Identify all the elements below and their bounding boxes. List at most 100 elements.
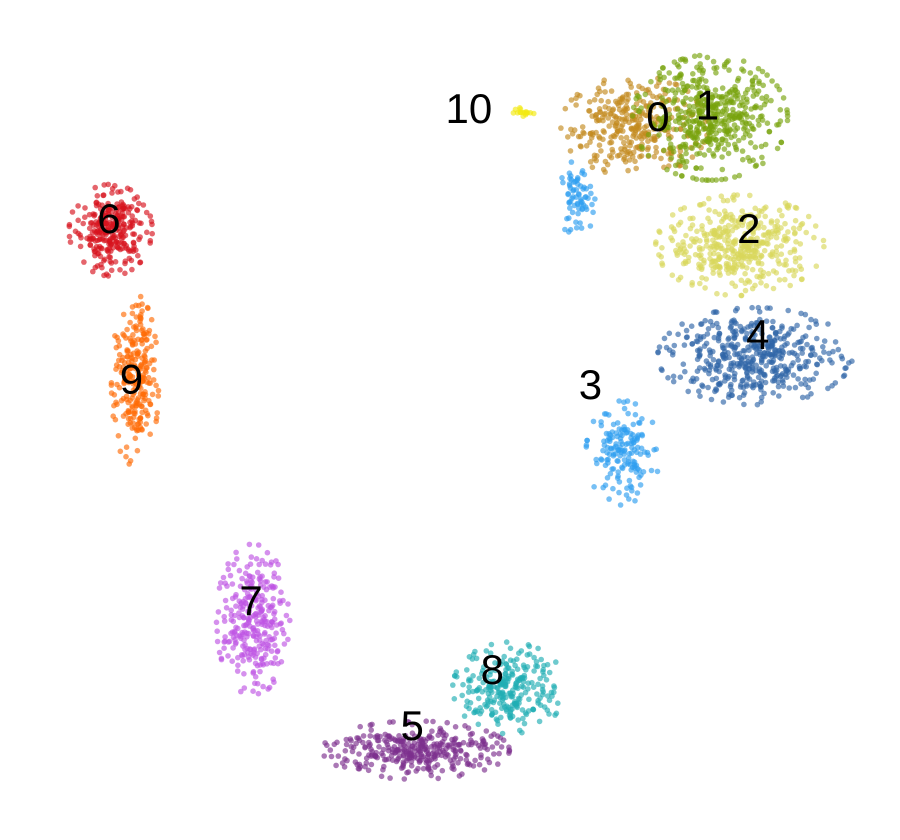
cluster-3-point	[627, 483, 634, 489]
cluster-7-point	[223, 605, 230, 611]
cluster-5-point	[478, 752, 484, 758]
cluster-7-point	[257, 668, 263, 675]
cluster-0-point	[593, 129, 599, 136]
cluster-6-point	[112, 259, 119, 265]
cluster-9-point	[127, 420, 134, 426]
cluster-7-point	[258, 646, 264, 653]
cluster-7-point	[255, 542, 262, 548]
cluster-label-7: 7	[239, 577, 262, 624]
cluster-0-point	[628, 139, 635, 145]
cluster-7-point	[229, 581, 236, 587]
cluster-9-point	[133, 327, 140, 334]
cluster-9-point	[127, 319, 133, 326]
cluster-4-point	[697, 393, 703, 400]
cluster-6-point	[86, 211, 93, 218]
cluster-2-point	[770, 268, 777, 274]
cluster-1-point	[672, 118, 679, 124]
cluster-4-point	[762, 353, 768, 360]
cluster-0-point	[632, 158, 638, 165]
cluster-5-point	[327, 747, 334, 753]
cluster-6-point	[90, 235, 96, 242]
cluster-5-point	[468, 737, 474, 743]
cluster-9-point	[113, 399, 119, 406]
cluster-3-point	[615, 458, 621, 465]
cluster-4-point	[679, 321, 685, 327]
cluster-8-point	[460, 681, 466, 688]
cluster-2-point	[805, 213, 812, 220]
cluster-2-point	[760, 232, 767, 238]
cluster-0-point	[602, 169, 608, 175]
cluster-3-point	[559, 175, 565, 181]
cluster-1-point	[645, 152, 652, 159]
cluster-2-point	[668, 235, 674, 241]
cluster-5-point	[378, 773, 385, 780]
cluster-6-point	[126, 248, 132, 254]
cluster-2-point	[761, 247, 768, 254]
cluster-5-point	[418, 751, 425, 758]
cluster-9-point	[144, 345, 150, 352]
cluster-4-point	[799, 394, 806, 401]
cluster-8-point	[534, 691, 540, 697]
cluster-2-point	[770, 285, 777, 292]
cluster-8-point	[546, 669, 553, 676]
cluster-0-point	[648, 114, 654, 120]
cluster-4-point	[734, 351, 740, 357]
cluster-7-point	[265, 686, 271, 692]
cluster-5-point	[428, 744, 435, 750]
cluster-7-point	[244, 645, 250, 652]
cluster-3-point	[587, 223, 594, 229]
cluster-9-point	[130, 350, 137, 357]
cluster-2-point	[743, 238, 749, 244]
cluster-0-point	[602, 158, 609, 165]
cluster-7-point	[229, 658, 235, 664]
cluster-2-point	[659, 245, 665, 251]
cluster-2-point	[773, 244, 780, 250]
cluster-1-point	[674, 106, 681, 112]
cluster-2-point	[683, 249, 689, 255]
cluster-1-point	[689, 84, 695, 90]
cluster-4-points	[655, 304, 855, 408]
cluster-3-point	[600, 447, 606, 454]
cluster-7-point	[253, 597, 259, 604]
cluster-2-point	[749, 266, 756, 273]
cluster-2-point	[760, 239, 767, 245]
cluster-2-point	[687, 243, 693, 249]
cluster-7-point	[247, 561, 254, 567]
cluster-3-point	[632, 498, 638, 504]
cluster-8-point	[544, 661, 551, 668]
cluster-7-point	[241, 685, 248, 691]
cluster-2-point	[748, 256, 754, 262]
cluster-8-point	[461, 713, 468, 719]
cluster-3-point	[566, 229, 572, 235]
cluster-7-point	[257, 637, 263, 643]
cluster-7-point	[250, 625, 256, 632]
cluster-8-point	[488, 706, 495, 713]
cluster-7-point	[283, 612, 290, 619]
cluster-1-point	[714, 146, 720, 153]
cluster-6-point	[106, 211, 112, 218]
cluster-9-point	[117, 448, 124, 455]
cluster-9-point	[125, 415, 132, 422]
cluster-2-point	[791, 272, 797, 279]
cluster-6-point	[119, 203, 125, 209]
cluster-1-point	[684, 115, 690, 122]
cluster-0-point	[558, 125, 564, 131]
cluster-3-point	[600, 484, 606, 491]
cluster-8-point	[549, 693, 555, 699]
cluster-5-point	[355, 765, 362, 772]
cluster-5-point	[333, 762, 339, 769]
cluster-1-point	[696, 67, 703, 73]
cluster-5-point	[498, 744, 505, 750]
cluster-2-point	[787, 282, 793, 289]
cluster-3-point	[634, 434, 641, 440]
cluster-9-point	[124, 326, 130, 333]
cluster-2-point	[767, 252, 774, 258]
cluster-2-point	[706, 207, 712, 213]
cluster-3-point	[616, 426, 623, 432]
cluster-0-point	[625, 167, 631, 174]
cluster-3-point	[567, 175, 573, 182]
cluster-2-point	[657, 229, 663, 236]
cluster-7-point	[215, 609, 222, 615]
cluster-7-point	[235, 662, 241, 669]
cluster-6-point	[80, 220, 86, 227]
